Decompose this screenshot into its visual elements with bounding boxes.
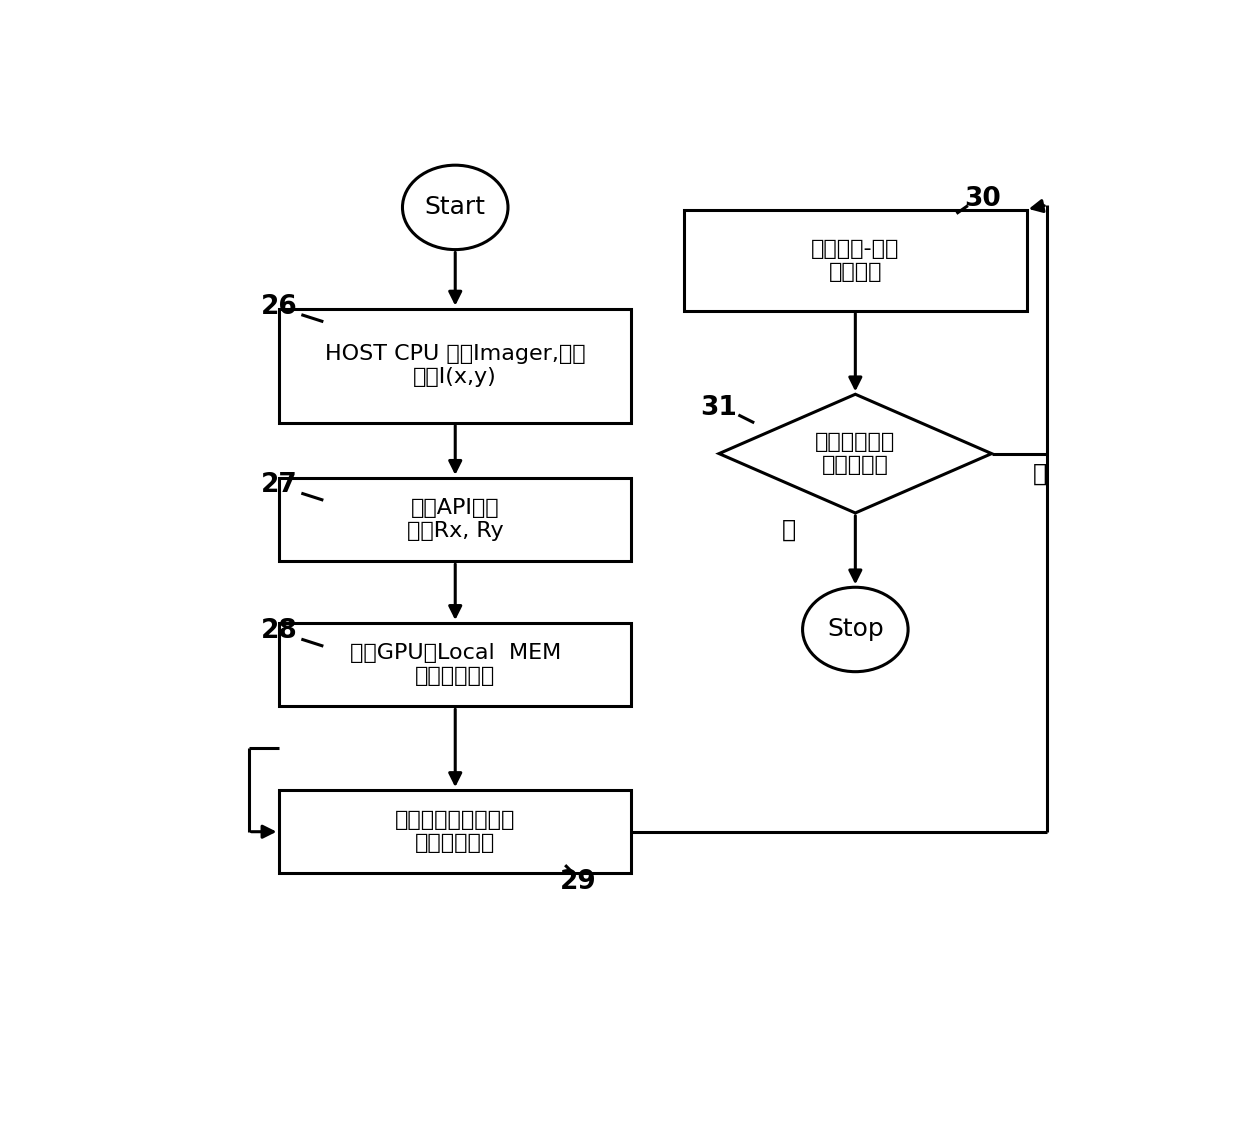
Text: 31: 31 [701, 395, 738, 421]
Text: 经过API函数
读取Rx, Ry: 经过API函数 读取Rx, Ry [407, 498, 503, 541]
Text: 是否分割图像
全部处理？: 是否分割图像 全部处理？ [815, 432, 895, 475]
Text: 29: 29 [560, 869, 596, 895]
Bar [279, 622, 631, 707]
Text: Start: Start [425, 195, 486, 219]
Ellipse shape [403, 166, 508, 250]
Bar [279, 790, 631, 874]
Text: 根据GPU的Local  MEM
进行图像分割: 根据GPU的Local MEM 进行图像分割 [350, 643, 560, 686]
Text: 将图像或分割后的子
图像读入内存: 将图像或分割后的子 图像读入内存 [396, 810, 516, 853]
Text: Stop: Stop [827, 618, 884, 642]
Text: HOST CPU 启动Imager,获取
图像I(x,y): HOST CPU 启动Imager,获取 图像I(x,y) [325, 344, 585, 387]
Text: 否: 否 [1033, 461, 1047, 485]
Bar [279, 477, 631, 562]
Text: 是: 是 [782, 518, 796, 542]
Bar [684, 210, 1027, 311]
Ellipse shape [802, 587, 908, 671]
Text: 30: 30 [965, 186, 1001, 211]
Text: 26: 26 [260, 293, 298, 320]
Text: 27: 27 [260, 473, 298, 498]
Text: 28: 28 [260, 618, 298, 644]
Text: 拉普拉斯-高斯
两维卷积: 拉普拉斯-高斯 两维卷积 [811, 239, 899, 282]
Bar [279, 308, 631, 423]
Polygon shape [719, 394, 992, 513]
